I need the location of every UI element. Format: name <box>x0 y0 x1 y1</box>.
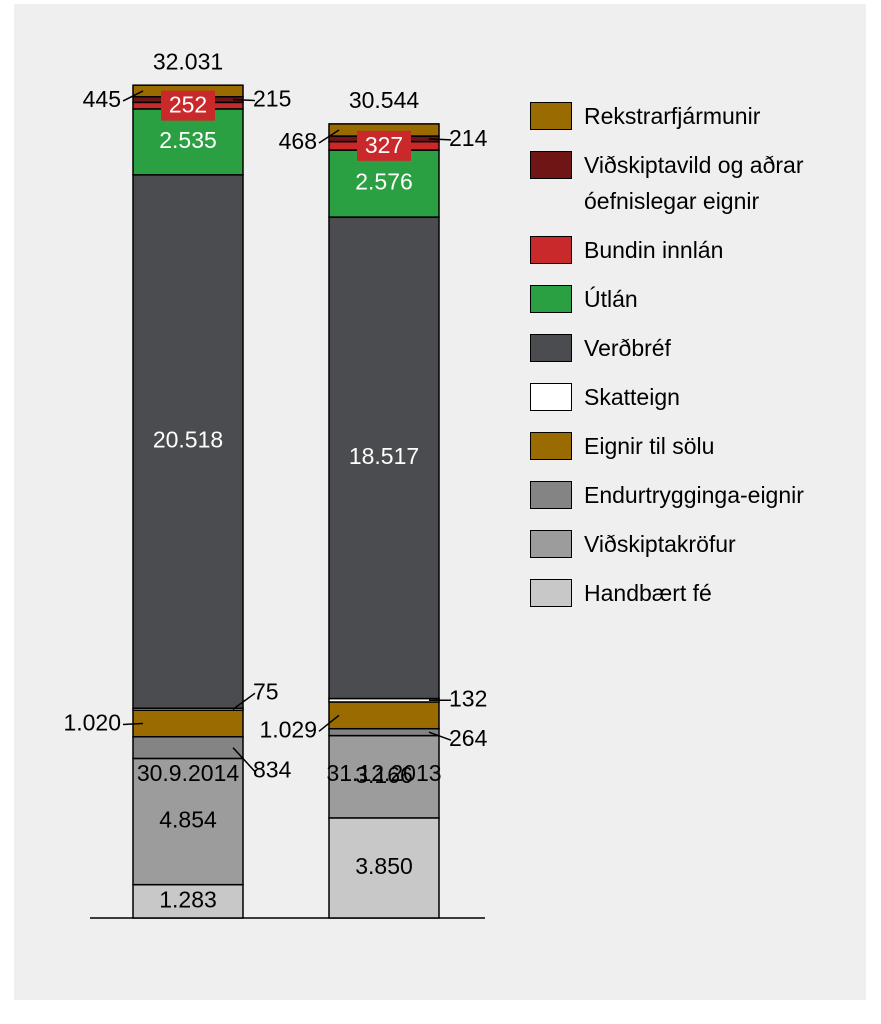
data-label: 2.535 <box>159 127 217 153</box>
data-label: 132 <box>449 685 487 711</box>
legend: Rekstrarfjármunir Viðskiptavild og aðrar … <box>530 98 850 624</box>
legend-swatch <box>530 579 572 607</box>
bar-segment <box>328 216 440 700</box>
leader-line <box>232 692 256 710</box>
legend-swatch <box>530 383 572 411</box>
data-label: 834 <box>253 757 292 783</box>
bar-segment <box>132 757 244 886</box>
legend-swatch <box>530 334 572 362</box>
legend-item: Rekstrarfjármunir <box>530 98 850 134</box>
legend-item: Útlán <box>530 281 850 317</box>
data-label: 327 <box>365 132 403 158</box>
data-label: 1.283 <box>159 886 217 912</box>
bar-segment <box>132 883 244 919</box>
legend-swatch <box>530 102 572 130</box>
legend-item: Verðbréf <box>530 330 850 366</box>
total-label: 32.031 <box>153 48 223 74</box>
x-tick-label: 31.12.2013 <box>326 760 441 786</box>
legend-swatch <box>530 530 572 558</box>
leader-line <box>232 747 256 773</box>
legend-label: Handbært fé <box>584 580 712 606</box>
legend-item: Handbært fé <box>530 575 850 611</box>
leader-line <box>122 722 144 726</box>
total-label: 30.544 <box>349 87 420 113</box>
data-label: 215 <box>253 86 291 112</box>
legend-item: Skatteign <box>530 379 850 415</box>
data-label: 468 <box>279 128 317 154</box>
legend-item: Viðskiptakröfur <box>530 526 850 562</box>
legend-item: Viðskiptavild og aðrar óefnislegar eigni… <box>530 147 850 219</box>
data-label: 445 <box>83 86 121 112</box>
data-label: 264 <box>449 725 488 751</box>
legend-label: Rekstrarfjármunir <box>584 103 761 129</box>
data-label-box <box>161 90 215 121</box>
legend-swatch <box>530 432 572 460</box>
bar-segment <box>132 736 244 760</box>
leader-line <box>318 714 340 732</box>
legend-label: Bundin innlán <box>584 237 724 263</box>
bar-segment <box>328 817 440 919</box>
legend-item: Bundin innlán <box>530 232 850 268</box>
leader-line <box>428 731 452 741</box>
data-label: 3.850 <box>355 853 413 879</box>
bar-segment <box>328 727 440 737</box>
data-label: 1.020 <box>63 710 121 736</box>
legend-swatch <box>530 236 572 264</box>
legend-label: Endurtrygginga-eignir <box>584 482 804 508</box>
legend-label: Eignir til sölu <box>584 433 715 459</box>
data-label: 2.576 <box>355 169 413 195</box>
legend-label: Viðskiptakröfur <box>584 531 736 557</box>
data-label-box <box>357 130 411 161</box>
legend-label: Verðbréf <box>584 335 671 361</box>
legend-swatch <box>530 481 572 509</box>
x-tick-label: 30.9.2014 <box>137 760 240 786</box>
leader-line <box>122 90 144 102</box>
data-label: 20.518 <box>153 427 223 453</box>
legend-swatch <box>530 151 572 179</box>
data-label: 252 <box>169 92 207 118</box>
data-label: 18.517 <box>349 443 419 469</box>
legend-item: Endurtrygginga-eignir <box>530 477 850 513</box>
leader-line <box>318 129 340 144</box>
data-label: 4.854 <box>159 807 217 833</box>
legend-swatch <box>530 285 572 313</box>
leader-line <box>232 98 256 102</box>
bar-segment <box>132 709 244 738</box>
data-label: 1.029 <box>259 716 317 742</box>
legend-item: Eignir til sölu <box>530 428 850 464</box>
bar-segment <box>328 701 440 730</box>
data-label: 3.166 <box>355 762 413 788</box>
legend-label: Skatteign <box>584 384 680 410</box>
data-label: 214 <box>449 125 488 151</box>
bar-segment <box>328 149 440 218</box>
bar-segment <box>132 174 244 710</box>
data-label: 75 <box>253 678 279 704</box>
leader-line <box>428 138 452 141</box>
legend-label: Útlán <box>584 286 638 312</box>
legend-label: Viðskiptavild og aðrar óefnislegar eigni… <box>584 152 804 214</box>
